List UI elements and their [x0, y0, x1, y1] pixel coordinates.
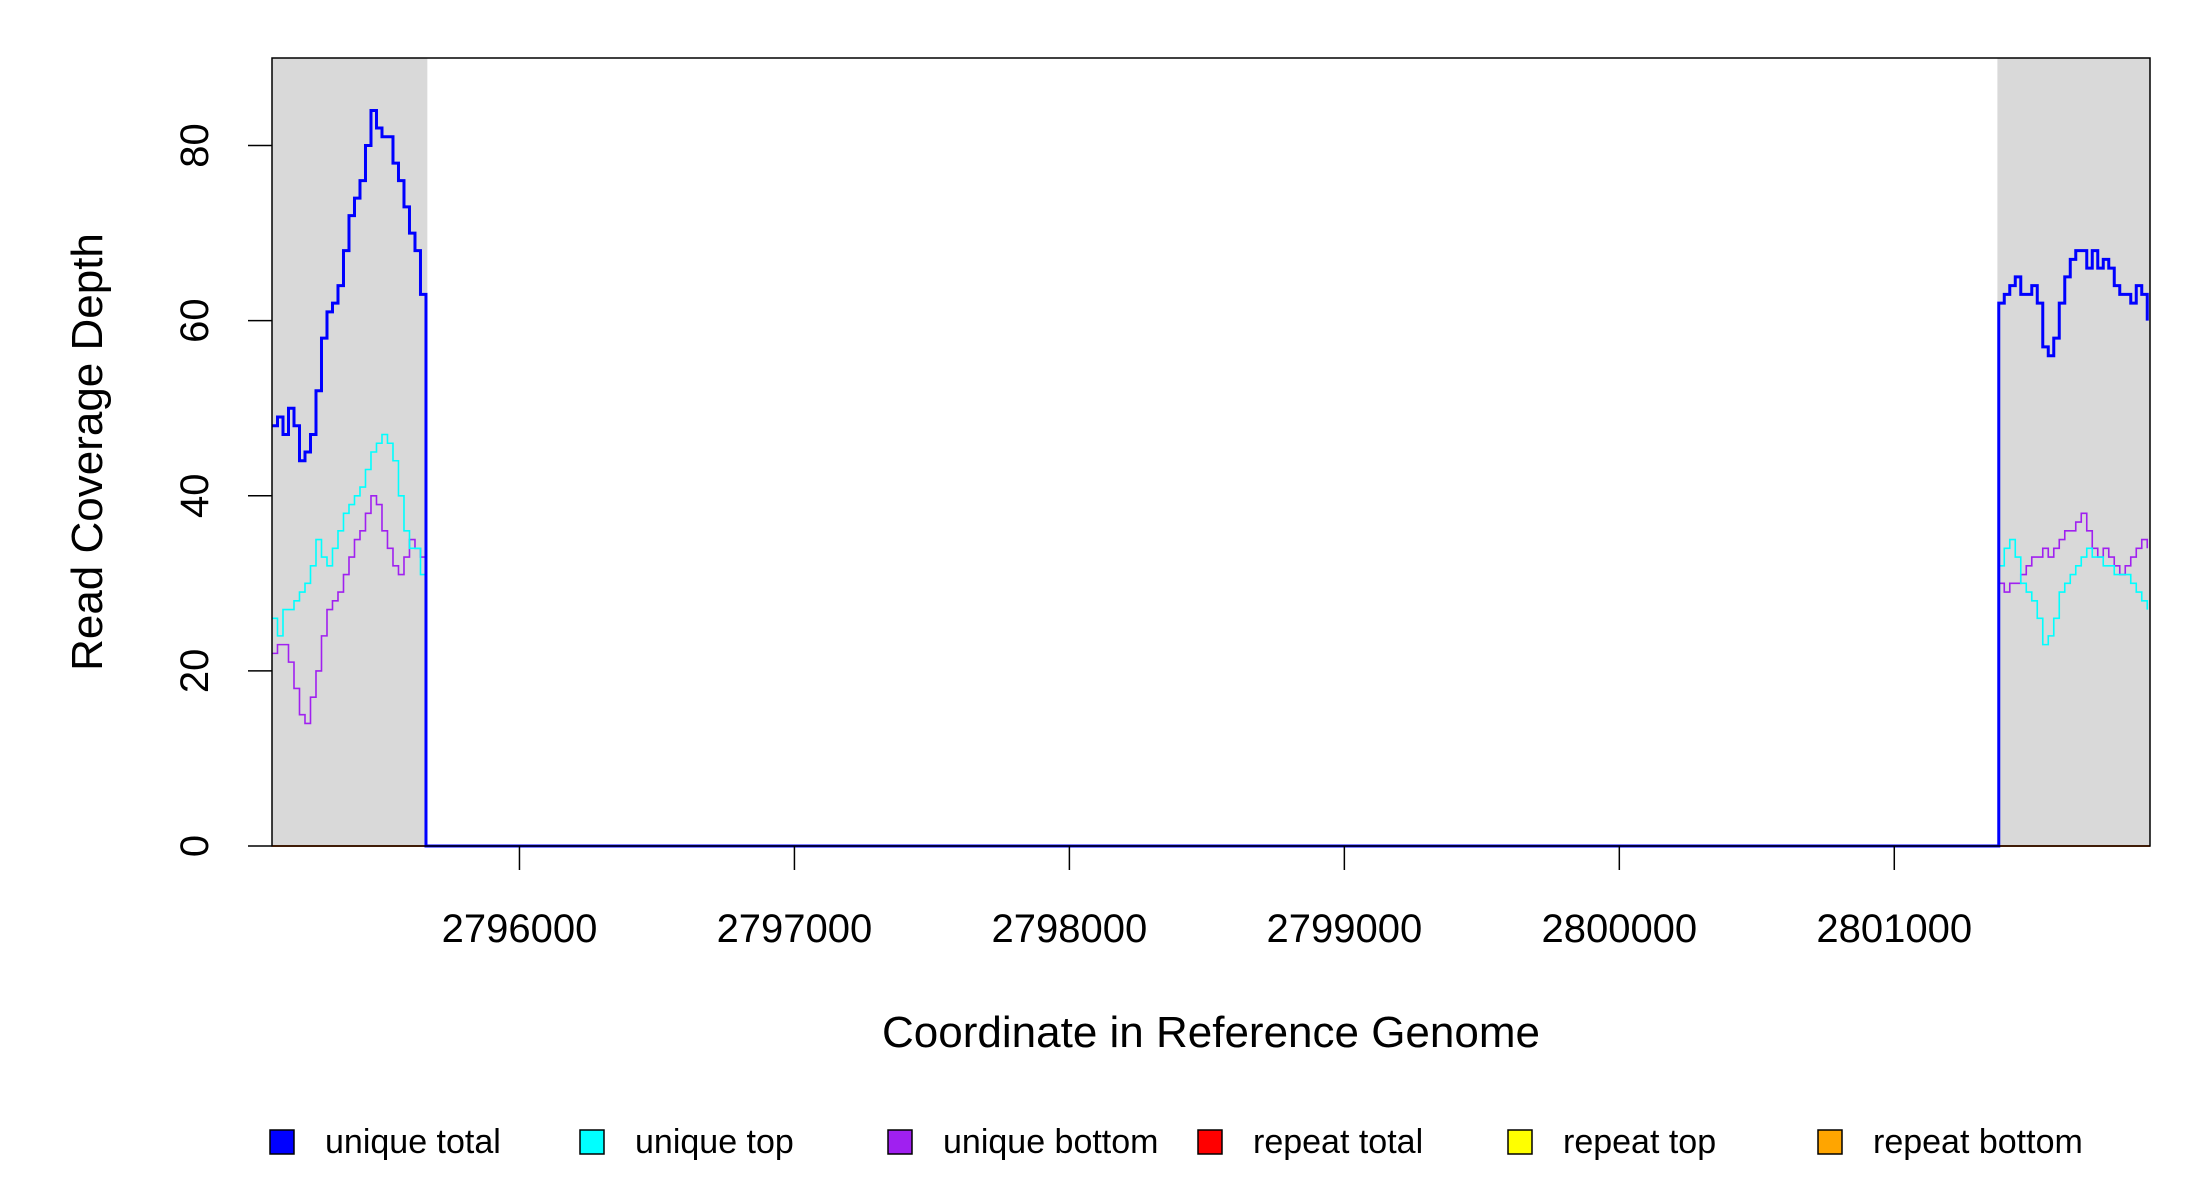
legend-swatch	[1197, 1129, 1223, 1155]
y-axis: 0 20 40 60 80	[173, 123, 272, 857]
y-tick-label: 60	[173, 298, 217, 343]
legend-label: unique bottom	[943, 1123, 1159, 1161]
plot-frame	[271, 57, 2151, 847]
x-axis: 2796000 2797000 2798000 2799000 2800000 28010…	[442, 846, 1972, 951]
y-tick-label: 40	[173, 474, 217, 519]
legend-swatch	[1507, 1129, 1533, 1155]
x-tick-label: 2801000	[1816, 907, 1972, 951]
legend-label: repeat top	[1563, 1123, 1716, 1161]
legend-item-repeat-bottom: repeat bottom	[1817, 1123, 2083, 1161]
legend-swatch	[1817, 1129, 1843, 1155]
x-tick-label: 2798000	[992, 907, 1148, 951]
y-tick-label: 80	[173, 123, 217, 168]
x-axis-label: Coordinate in Reference Genome	[882, 1008, 1540, 1057]
shaded-region-1	[1997, 58, 2150, 846]
shaded-region-0	[272, 58, 428, 846]
legend-label: unique top	[635, 1123, 794, 1161]
y-tick-label: 20	[173, 649, 217, 694]
y-axis-label: Read Coverage Depth	[63, 233, 112, 671]
legend-label: repeat total	[1253, 1123, 1423, 1161]
x-tick-label: 2796000	[442, 907, 598, 951]
legend-item-unique-bottom: unique bottom	[887, 1123, 1159, 1161]
y-tick-label: 0	[173, 835, 217, 857]
legend: unique total unique top unique bottom repea…	[269, 1123, 2083, 1161]
shaded-regions	[272, 58, 2150, 846]
series-unique-bottom	[272, 494, 2149, 847]
legend-item-unique-total: unique total	[269, 1123, 501, 1161]
series-lines	[272, 109, 2150, 848]
legend-item-repeat-top: repeat top	[1507, 1123, 1716, 1161]
legend-swatch	[887, 1129, 913, 1155]
legend-label: unique total	[325, 1123, 501, 1161]
legend-item-repeat-total: repeat total	[1197, 1123, 1423, 1161]
legend-label: repeat bottom	[1873, 1123, 2083, 1161]
legend-swatch	[269, 1129, 295, 1155]
x-tick-label: 2799000	[1266, 907, 1422, 951]
x-tick-label: 2800000	[1541, 907, 1697, 951]
legend-swatch	[579, 1129, 605, 1155]
series-unique-total	[272, 109, 2149, 848]
x-tick-label: 2797000	[717, 907, 873, 951]
legend-item-unique-top: unique top	[579, 1123, 794, 1161]
series-unique-top	[272, 433, 2149, 847]
